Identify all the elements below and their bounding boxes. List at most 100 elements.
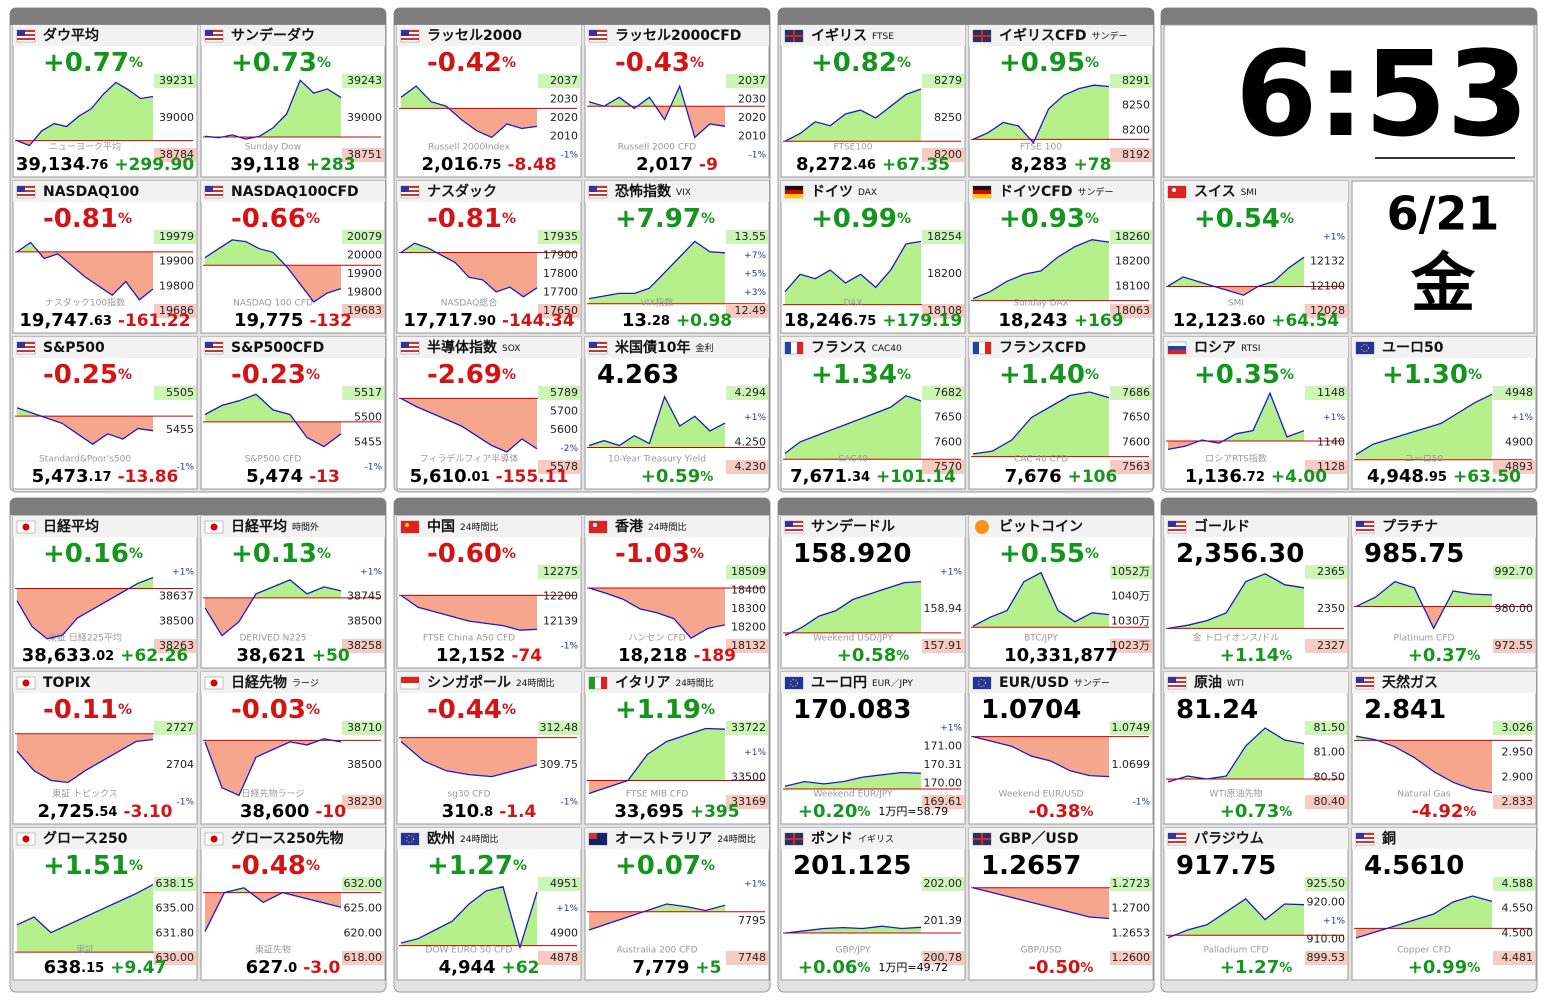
watermark: DAX: [843, 299, 862, 309]
flag-part: [785, 342, 791, 354]
name: ゴールド: [1194, 518, 1250, 535]
axis-label: 169.61: [924, 795, 963, 808]
axis-label: +1%: [744, 748, 766, 758]
axis-label: 5500: [354, 411, 382, 424]
axis-label-bg: [1110, 74, 1152, 88]
bottom-left: 39,134.76: [16, 154, 109, 175]
tile-name: オーストラリア 24時間比: [615, 831, 756, 847]
flag-part: [17, 38, 35, 40]
area-up: [1168, 898, 1304, 936]
main: +0.16%: [43, 539, 143, 569]
tile: EUR/USD サンデー Weekend EUR/USD 1.0749 1.0699 -1…: [968, 671, 1154, 825]
area-down: [973, 887, 1109, 919]
axis-label: 2350: [1317, 602, 1345, 615]
flag-part: [401, 346, 419, 348]
bottom-left-main: 310: [442, 801, 480, 822]
flag-part: [205, 30, 223, 32]
flag-part: [17, 342, 35, 344]
bottom-left-small: %: [1080, 961, 1093, 976]
tile: ビットコイン BTC/JPY 1052万 1040万 1030万 1023万 +0.55% 1…: [968, 515, 1154, 669]
name: 中国: [427, 518, 455, 535]
flag-part: [1168, 350, 1186, 354]
bottom-right: +299.90: [114, 155, 194, 175]
flag-part: [985, 342, 991, 354]
axis-label-bg: [922, 639, 964, 653]
axis-label: 5600: [550, 423, 578, 436]
main-unit: %: [502, 367, 516, 383]
axis-label-bg: [726, 639, 768, 653]
main-part: -0.25: [43, 360, 118, 390]
flag-part: [17, 342, 25, 348]
tile-header: [13, 25, 197, 46]
tile-name: ゴールド: [1194, 518, 1250, 535]
flag-part: [1356, 529, 1374, 531]
name: S&P500: [43, 340, 105, 356]
axis-label: 80.50: [1314, 770, 1346, 783]
axis-label: 18400: [731, 584, 766, 597]
main-part: 4.263: [597, 360, 679, 390]
name: EUR/USD: [999, 675, 1069, 691]
bottom-left-small: .75: [478, 158, 501, 173]
axis-label: 5455: [354, 435, 382, 448]
bottom-line: 8,272.46 +67.35: [796, 154, 950, 175]
axis-label: 39231: [159, 74, 194, 87]
bottom-line: 38,600 -10: [240, 801, 346, 822]
main-value: +0.54%: [1194, 204, 1294, 234]
bottom-line: +0.58%: [837, 645, 910, 666]
main-value: 1.2657: [981, 851, 1081, 881]
bottom-line: 13.28 +0.98: [622, 310, 732, 331]
axis-label-bg: [922, 230, 964, 244]
bottom-left-main: 1,136: [1185, 466, 1242, 487]
bottom-left: -4.92%: [1412, 801, 1477, 822]
bottom-left-main: +0.37: [1408, 645, 1468, 666]
area-up: [1168, 728, 1304, 779]
flag-part: [589, 521, 607, 533]
watermark: ニューヨーク平均: [49, 141, 121, 153]
main-unit: %: [1085, 55, 1099, 71]
flag-part: [589, 30, 607, 32]
axis-label: 1.2700: [1112, 902, 1151, 915]
axis-label: 7600: [1122, 435, 1150, 448]
main-value: +7.97%: [615, 204, 715, 234]
axis-label: 1140: [1317, 435, 1345, 448]
tile-header: [1352, 672, 1536, 693]
tile: S&P500CFD S&P500 CFD 5517 5500 5455 -1% -0.23%…: [200, 336, 386, 490]
axis-label: 2010: [738, 130, 766, 143]
name: プラチナ: [1382, 519, 1438, 535]
bottom-line: 627.0 -3.0: [246, 957, 341, 978]
bottom-left-main: -0.38: [1029, 801, 1081, 822]
flag-part: [1356, 342, 1374, 354]
price-line: [1355, 735, 1493, 794]
watermark: BTC/JPY: [1024, 634, 1058, 644]
flag-part: [205, 342, 213, 348]
name: 欧州: [427, 830, 455, 847]
axis-label-bg: [538, 721, 580, 735]
bottom-left: 7,676: [1005, 466, 1062, 487]
axis-label-bg: [1110, 148, 1152, 162]
flag-part: [406, 835, 414, 843]
main-value: 158.920: [793, 539, 911, 569]
bottom-line: +1.27%: [1220, 957, 1293, 978]
bottom-left: 38,633.02: [22, 645, 115, 666]
watermark: CAC40: [838, 455, 868, 465]
flag-part: [205, 186, 223, 188]
bottom-left-main: 12,152: [436, 645, 505, 666]
axis-label: 2030: [550, 93, 578, 106]
axis-label: 17650: [543, 304, 578, 317]
flag-part: [1168, 685, 1186, 687]
area-up: [785, 89, 921, 142]
tile-name: ラッセル2000CFD: [615, 28, 741, 44]
axis-label: 19979: [159, 230, 194, 243]
bottom-left: 17,717.90: [403, 310, 496, 331]
price-line: [204, 738, 342, 797]
bottom-line: 38,633.02 +62.26: [22, 645, 189, 666]
bottom-right: +106: [1068, 467, 1118, 487]
flag-part: [589, 30, 597, 36]
bottom-left-small: %: [857, 805, 870, 820]
main-value: -0.03%: [231, 695, 320, 725]
axis-label: -1%: [176, 798, 194, 808]
bottom-left-small: %: [896, 649, 909, 664]
price-line: [972, 239, 1110, 300]
axis-label: 2020: [738, 111, 766, 124]
price-line: [204, 239, 342, 303]
